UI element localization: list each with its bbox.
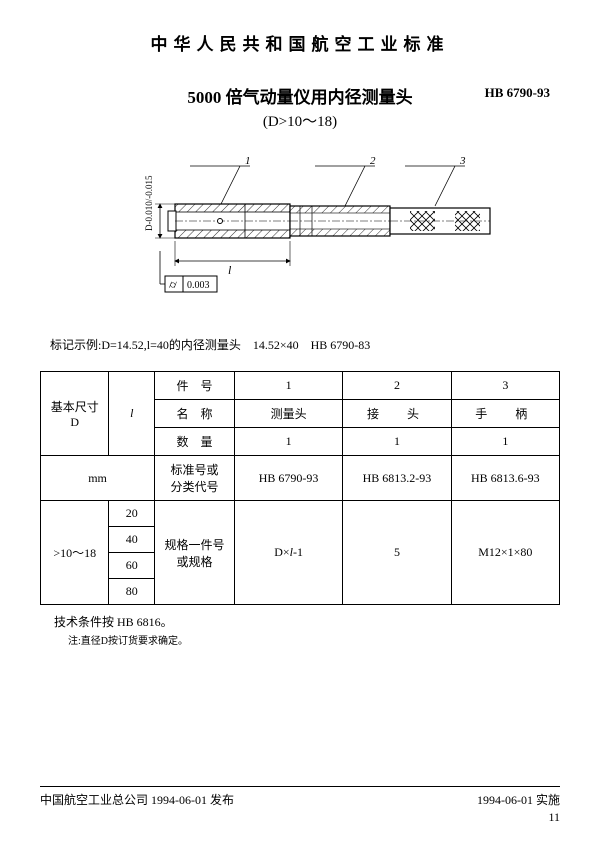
callout-2: 2 — [370, 156, 376, 167]
th-unit: mm — [41, 456, 155, 501]
td-l-60: 60 — [109, 553, 155, 579]
technical-note: 技术条件按 HB 6816。 — [54, 613, 560, 630]
td-l-40: 40 — [109, 527, 155, 553]
td-std-2: HB 6813.2-93 — [343, 456, 451, 501]
document-subtitle: (D>10～18) — [40, 110, 560, 131]
td-range: >10～18 — [41, 501, 109, 605]
td-name-1: 测量头 — [234, 400, 342, 428]
td-l-80: 80 — [109, 579, 155, 605]
svg-text:0.003: 0.003 — [187, 280, 210, 291]
th-std-code: 标准号或分类代号 — [155, 456, 235, 501]
svg-text:D-0.010/-0.015: D-0.010/-0.015 — [144, 175, 154, 231]
page-number: 11 — [40, 810, 560, 825]
svg-text:l: l — [228, 263, 232, 277]
svg-text:⌭: ⌭ — [169, 279, 177, 291]
part-connector — [290, 206, 390, 236]
part-measuring-head — [168, 204, 290, 238]
footer-publish: 中国航空工业总公司 1994-06-01 发布 — [40, 791, 234, 808]
td-std-1: HB 6790-93 — [234, 456, 342, 501]
th-qty: 数 量 — [155, 428, 235, 456]
td-partnum-3: 3 — [451, 372, 559, 400]
td-partnum-1: 1 — [234, 372, 342, 400]
document-title: 5000 倍气动量仪用内径测量头 — [187, 83, 412, 108]
td-spec-3: M12×1×80 — [451, 501, 559, 605]
gdt-frame: ⌭ 0.003 — [160, 251, 217, 292]
engineering-diagram: 1 2 3 D-0.010/-0.015 — [90, 156, 510, 306]
th-spec: 规格一件号或规格 — [155, 501, 235, 605]
footnote: 注:直径D按订货要求确定。 — [68, 632, 560, 647]
th-part-no: 件 号 — [155, 372, 235, 400]
page-footer: 中国航空工业总公司 1994-06-01 发布 1994-06-01 实施 11 — [40, 786, 560, 825]
document-code: HB 6790-93 — [485, 85, 550, 101]
td-l-20: 20 — [109, 501, 155, 527]
td-std-3: HB 6813.6-93 — [451, 456, 559, 501]
part-handle — [390, 208, 490, 234]
td-spec-1: D×l-1 — [234, 501, 342, 605]
td-name-3: 手 柄 — [451, 400, 559, 428]
td-name-2: 接 头 — [343, 400, 451, 428]
callout-1: 1 — [245, 156, 251, 167]
td-spec-2: 5 — [343, 501, 451, 605]
th-basic-dim: 基本尺寸D — [41, 372, 109, 456]
dimension-l: l — [175, 241, 290, 277]
org-standard-title: 中华人民共和国航空工业标准 — [40, 30, 560, 55]
marking-example: 标记示例:D=14.52,l=40的内径测量头 14.52×40 HB 6790… — [50, 336, 560, 353]
title-row: 5000 倍气动量仪用内径测量头 HB 6790-93 — [40, 83, 560, 108]
footer-effective: 1994-06-01 实施 — [477, 791, 560, 808]
td-qty-3: 1 — [451, 428, 559, 456]
td-partnum-2: 2 — [343, 372, 451, 400]
th-l: l — [109, 372, 155, 456]
specification-table: 基本尺寸D l 件 号 1 2 3 名 称 测量头 接 头 手 柄 数 量 1 … — [40, 371, 560, 605]
td-qty-1: 1 — [234, 428, 342, 456]
th-name: 名 称 — [155, 400, 235, 428]
td-qty-2: 1 — [343, 428, 451, 456]
callout-3: 3 — [459, 156, 466, 167]
